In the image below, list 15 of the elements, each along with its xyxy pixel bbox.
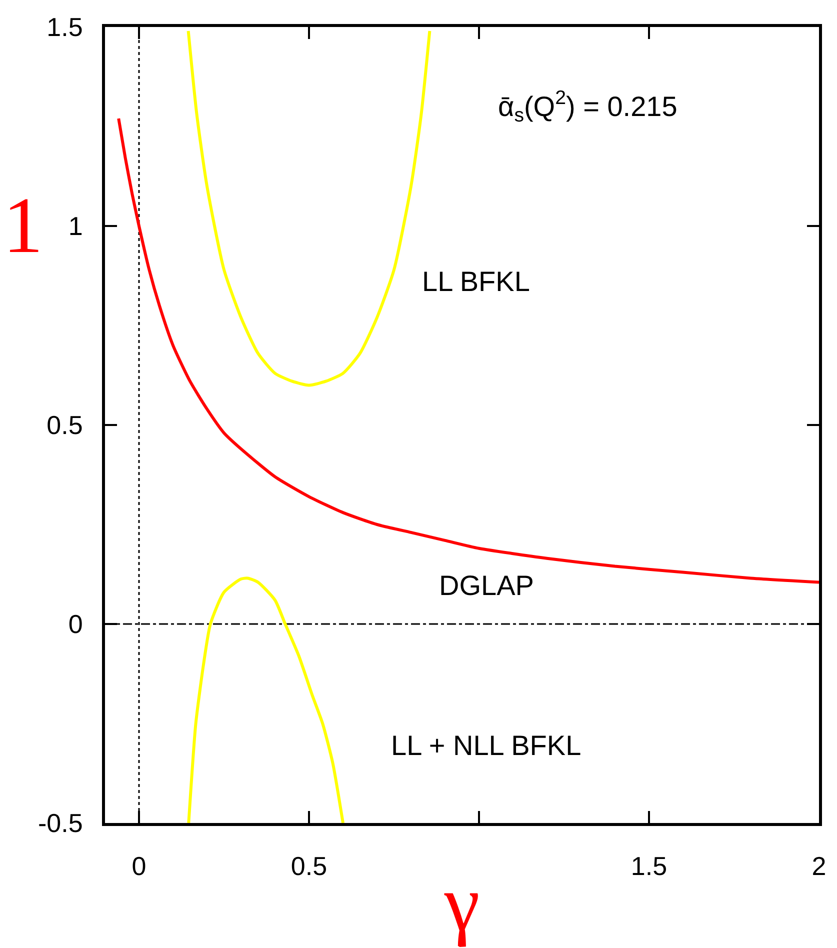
x-tick-label: 1.5 [630,851,668,882]
annotation: ᾱ$_{s}$(Q$^{2}$) = 0.215 [498,87,678,127]
annotation: DGLAP [439,570,534,601]
y-tick-label: 0 [68,609,83,640]
y-tick-label: -0.5 [38,808,83,838]
x-tick-label: 2 [812,851,826,882]
line-series [187,576,344,823]
annotation: LL BFKL [422,266,530,297]
x-axis-title: γ [443,860,480,948]
x-tick-label: 0.5 [290,851,328,882]
y-tick-label: 1.5 [46,12,83,42]
y-tick-label: 0.5 [46,410,83,440]
annotation: LL + NLL BFKL [391,730,582,761]
y-tick-label: 1 [68,211,83,242]
x-tick-label: 0 [132,851,146,882]
